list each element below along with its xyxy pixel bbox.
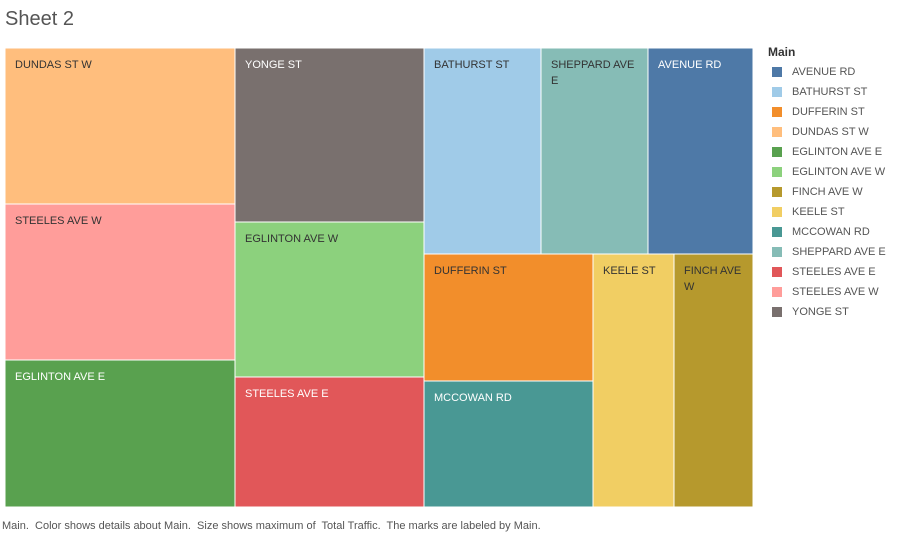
legend-label: DUNDAS ST W <box>792 126 869 138</box>
legend-swatch <box>772 247 782 257</box>
legend-label: DUFFERIN ST <box>792 106 865 118</box>
legend-swatch <box>772 87 782 97</box>
treemap-rect-yonge-st[interactable] <box>234 47 425 223</box>
treemap-rect-eglinton-ave-e[interactable] <box>4 359 236 508</box>
treemap-cell-yonge-st[interactable]: YONGE ST <box>234 47 425 223</box>
treemap-label-keele-st: KEELE ST <box>603 265 656 277</box>
treemap-rect-keele-st[interactable] <box>592 253 675 508</box>
legend-item-avenue-rd[interactable]: AVENUE RD <box>768 62 886 82</box>
treemap-rect-steeles-ave-w[interactable] <box>4 203 236 361</box>
legend-swatch <box>772 167 782 177</box>
legend-item-dufferin-st[interactable]: DUFFERIN ST <box>768 102 886 122</box>
legend: Main AVENUE RD BATHURST ST DUFFERIN ST DUND… <box>768 45 886 322</box>
legend-item-dundas-st-w[interactable]: DUNDAS ST W <box>768 122 886 142</box>
legend-label: STEELES AVE E <box>792 266 876 278</box>
treemap-cell-avenue-rd[interactable]: AVENUE RD <box>647 47 754 255</box>
legend-item-finch-ave-w[interactable]: FINCH AVE W <box>768 182 886 202</box>
treemap-rect-bathurst-st[interactable] <box>423 47 542 255</box>
treemap-label-finch-ave-w: FINCH AVE W <box>684 265 741 293</box>
legend-item-steeles-ave-e[interactable]: STEELES AVE E <box>768 262 886 282</box>
treemap-label-eglinton-ave-e: EGLINTON AVE E <box>15 371 105 383</box>
legend-swatch <box>772 67 782 77</box>
legend-swatch <box>772 287 782 297</box>
legend-swatch <box>772 107 782 117</box>
treemap-rect-finch-ave-w[interactable] <box>673 253 754 508</box>
treemap-label-steeles-ave-w: STEELES AVE W <box>15 215 102 227</box>
treemap-cell-dundas-st-w[interactable]: DUNDAS ST W <box>4 47 236 205</box>
treemap-label-dundas-st-w: DUNDAS ST W <box>15 59 92 71</box>
treemap-cell-eglinton-ave-e[interactable]: EGLINTON AVE E <box>4 359 236 508</box>
legend-item-eglinton-ave-e[interactable]: EGLINTON AVE E <box>768 142 886 162</box>
treemap-rect-mccowan-rd[interactable] <box>423 380 594 508</box>
treemap-cell-dufferin-st[interactable]: DUFFERIN ST <box>423 253 594 382</box>
treemap-cell-eglinton-ave-w[interactable]: EGLINTON AVE W <box>234 221 425 378</box>
legend-label: FINCH AVE W <box>792 186 863 198</box>
legend-swatch <box>772 267 782 277</box>
treemap-rect-dundas-st-w[interactable] <box>4 47 236 205</box>
legend-swatch <box>772 307 782 317</box>
treemap-cell-sheppard-ave-e[interactable]: SHEPPARD AVE E <box>540 47 649 255</box>
legend-item-keele-st[interactable]: KEELE ST <box>768 202 886 222</box>
legend-item-steeles-ave-w[interactable]: STEELES AVE W <box>768 282 886 302</box>
treemap-label-eglinton-ave-w: EGLINTON AVE W <box>245 233 339 245</box>
legend-swatch <box>772 207 782 217</box>
legend-label: STEELES AVE W <box>792 286 879 298</box>
treemap-rect-eglinton-ave-w[interactable] <box>234 221 425 378</box>
chart-caption: Main. Color shows details about Main. Si… <box>2 520 541 532</box>
legend-title: Main <box>768 45 796 59</box>
legend-item-bathurst-st[interactable]: BATHURST ST <box>768 82 886 102</box>
legend-items: AVENUE RD BATHURST ST DUFFERIN ST DUNDAS ST… <box>768 62 886 322</box>
treemap-label-mccowan-rd: MCCOWAN RD <box>434 392 512 404</box>
legend-item-sheppard-ave-e[interactable]: SHEPPARD AVE E <box>768 242 886 262</box>
legend-label: SHEPPARD AVE E <box>792 246 886 258</box>
treemap-label-avenue-rd: AVENUE RD <box>658 59 721 71</box>
legend-label: EGLINTON AVE E <box>792 146 883 158</box>
sheet-title: Sheet 2 <box>5 8 74 30</box>
legend-swatch <box>772 227 782 237</box>
legend-swatch <box>772 147 782 157</box>
legend-label: BATHURST ST <box>792 86 868 98</box>
treemap-label-dufferin-st: DUFFERIN ST <box>434 265 507 277</box>
legend-label: AVENUE RD <box>792 66 856 78</box>
treemap-rect-avenue-rd[interactable] <box>647 47 754 255</box>
treemap-cell-steeles-ave-w[interactable]: STEELES AVE W <box>4 203 236 361</box>
treemap-cell-finch-ave-w[interactable]: FINCH AVE W <box>673 253 754 508</box>
treemap-label-yonge-st: YONGE ST <box>245 59 302 71</box>
legend-item-mccowan-rd[interactable]: MCCOWAN RD <box>768 222 886 242</box>
treemap-cell-steeles-ave-e[interactable]: STEELES AVE E <box>234 376 425 508</box>
legend-label: EGLINTON AVE W <box>792 166 886 178</box>
treemap-label-bathurst-st: BATHURST ST <box>434 59 510 71</box>
legend-item-yonge-st[interactable]: YONGE ST <box>768 302 886 322</box>
treemap-cell-mccowan-rd[interactable]: MCCOWAN RD <box>423 380 594 508</box>
legend-swatch <box>772 187 782 197</box>
treemap-rect-sheppard-ave-e[interactable] <box>540 47 649 255</box>
treemap-label-sheppard-ave-e: SHEPPARD AVE E <box>551 59 634 87</box>
treemap-rect-steeles-ave-e[interactable] <box>234 376 425 508</box>
treemap-label-steeles-ave-e: STEELES AVE E <box>245 388 329 400</box>
treemap-cell-keele-st[interactable]: KEELE ST <box>592 253 675 508</box>
treemap-cell-bathurst-st[interactable]: BATHURST ST <box>423 47 542 255</box>
legend-swatch <box>772 127 782 137</box>
legend-label: MCCOWAN RD <box>792 226 870 238</box>
legend-item-eglinton-ave-w[interactable]: EGLINTON AVE W <box>768 162 886 182</box>
legend-label: KEELE ST <box>792 206 845 218</box>
legend-label: YONGE ST <box>792 306 849 318</box>
